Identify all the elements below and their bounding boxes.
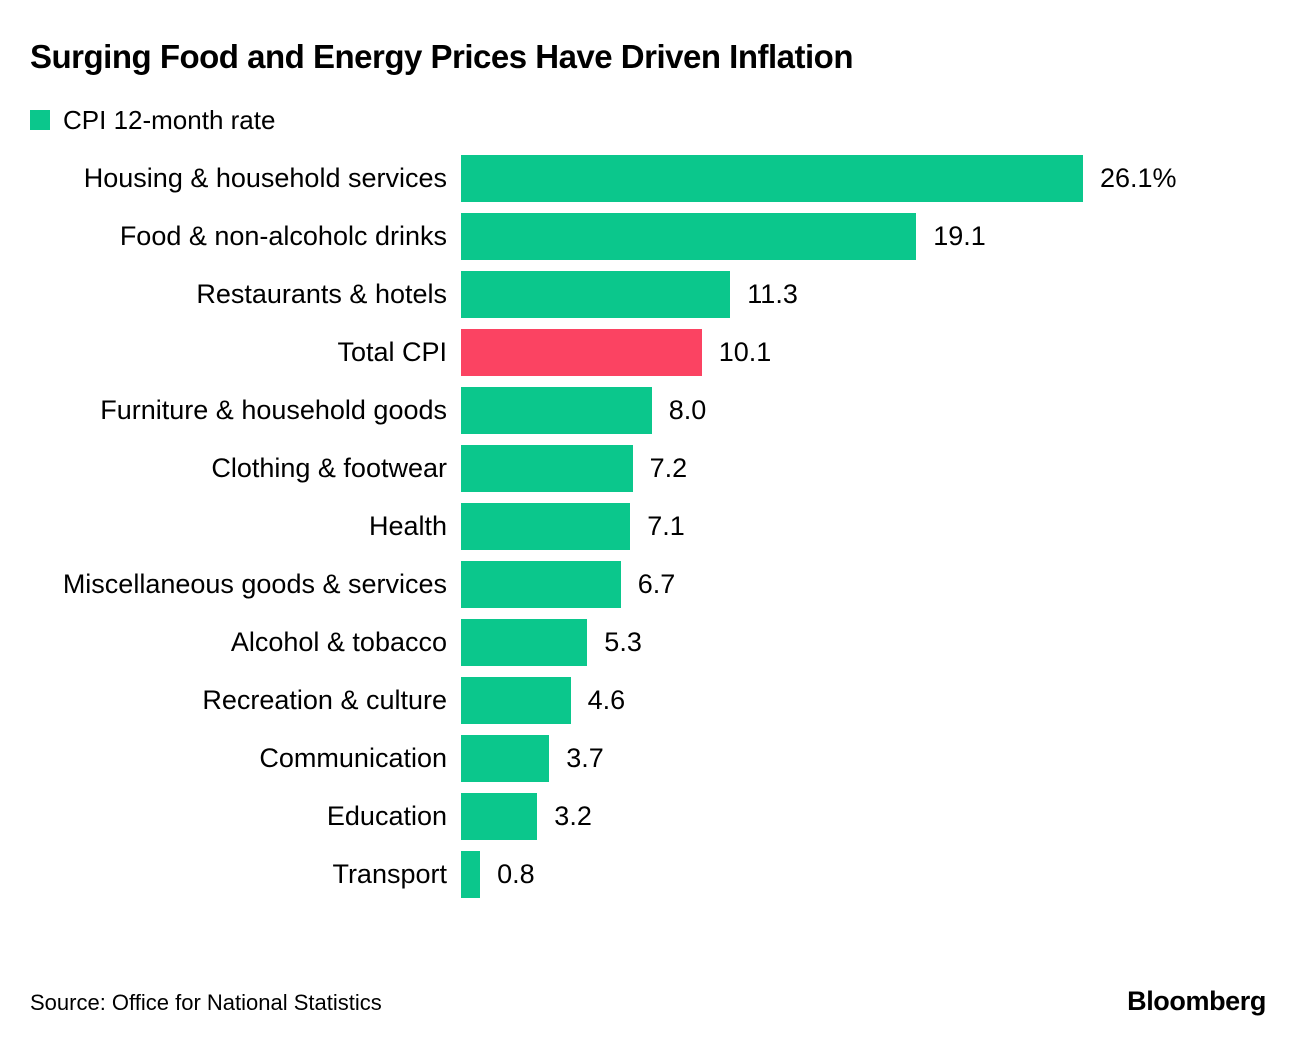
value-label: 5.3 [604,627,642,657]
legend-label: CPI 12-month rate [63,105,276,135]
value-label: 10.1 [718,337,772,367]
category-label: Clothing & footwear [211,453,447,483]
bloomberg-logo: Bloomberg [1127,986,1266,1016]
value-label: 11.3 [747,279,798,309]
bar-total-cpi-highlight [461,329,702,376]
value-label: 3.7 [566,743,604,773]
bar-row: Total CPI 10.1 [0,329,1177,376]
source-note: Source: Office for National Statistics [30,990,382,1015]
value-label: 7.2 [649,453,688,483]
category-label: Health [368,511,447,541]
bar-row: Clothing & footwear 7.2 [0,445,1177,492]
value-label: 6.7 [637,569,676,599]
bar-row: Communication 3.7 [0,735,1177,782]
bar-row: Food & non-alcoholc drinks 19.1 [0,213,1177,260]
bar [461,619,588,666]
bar [461,387,652,434]
value-label: 0.8 [497,859,535,889]
bar [461,793,538,840]
category-label: Education [326,801,447,831]
category-label: Restaurants & hotels [196,279,447,309]
category-label: Recreation & culture [202,685,447,715]
bar [461,851,481,898]
legend-swatch [30,110,50,130]
category-label: Housing & household services [83,163,447,193]
chart-footer: Source: Office for National Statistics B… [30,986,1266,1017]
category-label: Communication [259,743,447,773]
bar-row: Recreation & culture 4.6 [0,677,1177,724]
value-label: 8.0 [668,395,707,425]
bar [461,271,731,318]
bar-row: Furniture & household goods 8.0 [0,387,1177,434]
value-label: 4.6 [587,685,626,715]
value-label: 19.1 [933,221,986,251]
category-label: Alcohol & tobacco [230,627,447,657]
bar [461,155,1083,202]
category-label: Furniture & household goods [100,395,447,425]
value-label: 26.1% [1100,163,1177,193]
value-label: 3.2 [554,801,592,831]
bar [461,677,571,724]
bar-row: Alcohol & tobacco 5.3 [0,619,1177,666]
value-label: 7.1 [647,511,685,541]
category-label: Miscellaneous goods & services [62,569,447,599]
chart-title: Surging Food and Energy Prices Have Driv… [30,38,854,75]
bar [461,561,621,608]
bar [461,445,633,492]
chart-legend: CPI 12-month rate [30,107,275,133]
bar-row: Miscellaneous goods & services 6.7 [0,561,1177,608]
bar [461,503,631,550]
bar-row: Restaurants & hotels 11.3 [0,271,1177,318]
category-label: Food & non-alcoholc drinks [119,221,447,251]
bar-row: Education 3.2 [0,793,1177,840]
bar-row: Health 7.1 [0,503,1177,550]
category-label: Transport [332,859,447,889]
category-label: Total CPI [337,337,447,367]
bar-row: Housing & household services 26.1% [0,155,1177,202]
bar [461,735,550,782]
bar-rows: Housing & household services 26.1% Food & … [0,155,1177,898]
bar-row: Transport 0.8 [0,851,1177,898]
bar [461,213,917,260]
